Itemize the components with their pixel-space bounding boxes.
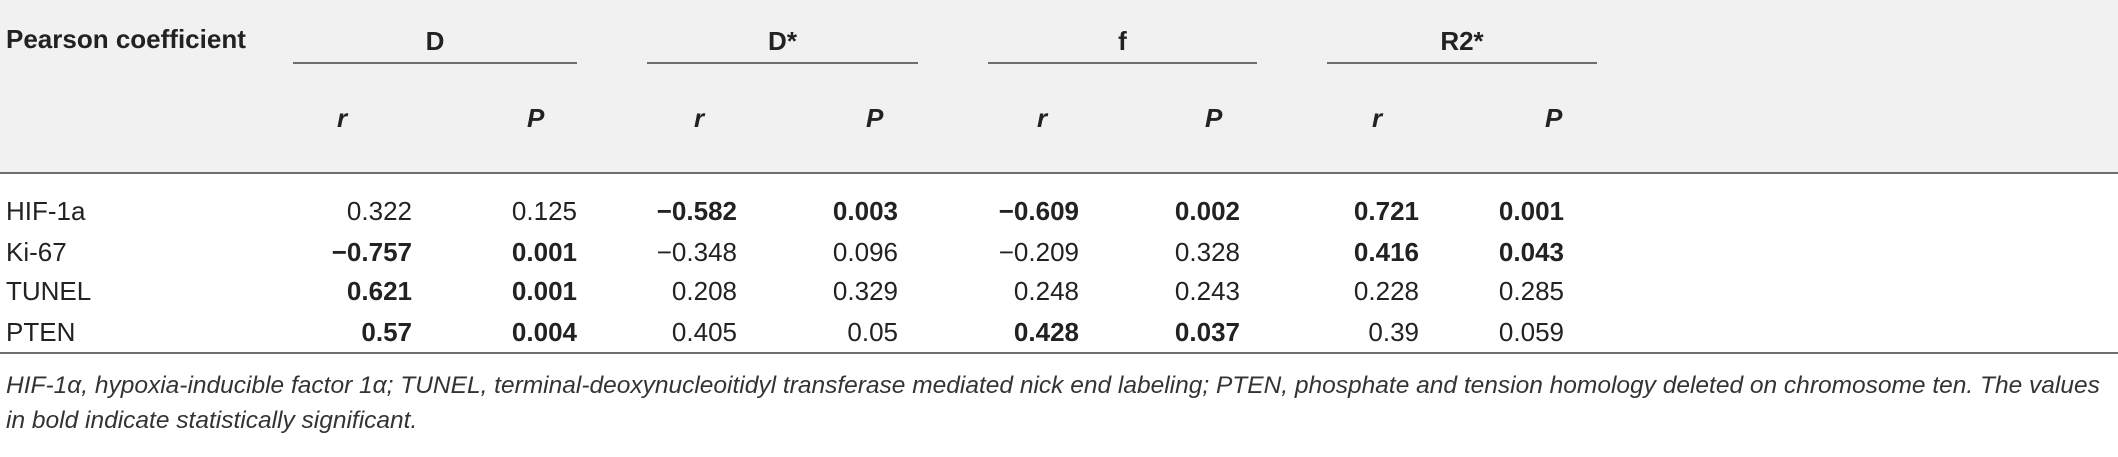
cell-r-d-star: −0.582 (656, 196, 737, 226)
cell-r-d: 0.621 (346, 276, 412, 306)
cell-p-d-star: 0.003 (832, 196, 898, 226)
cell-p-d-star: 0.329 (832, 276, 898, 306)
cell-r-f: 0.428 (1013, 317, 1079, 347)
row-label: TUNEL (6, 276, 92, 306)
subheader-p-r2-star: P (1545, 103, 1563, 133)
cell-p-f: 0.002 (1174, 196, 1240, 226)
table-header-background (0, 0, 2118, 173)
header-bottom-rule (0, 172, 2118, 174)
row-label: PTEN (6, 317, 76, 347)
cell-r-d: 0.322 (346, 196, 412, 226)
subheader-p-f: P (1205, 103, 1223, 133)
group-underline-d (293, 62, 577, 64)
cell-r-f: −0.609 (998, 196, 1079, 226)
cell-p-d-star: 0.096 (832, 237, 898, 267)
cell-r-d-star: 0.405 (671, 317, 737, 347)
subheader-p-d-star: P (866, 103, 884, 133)
cell-p-f: 0.037 (1174, 317, 1240, 347)
cell-p-d-star: 0.05 (847, 317, 898, 347)
group-header-f: f (1118, 26, 1127, 56)
cell-p-r2-star: 0.001 (1498, 196, 1564, 226)
table-footnote: HIF-1α, hypoxia-inducible factor 1α; TUN… (6, 372, 2100, 434)
cell-r-r2-star: 0.721 (1353, 196, 1419, 226)
cell-p-r2-star: 0.285 (1498, 276, 1564, 306)
cell-r-d-star: −0.348 (656, 237, 737, 267)
cell-r-r2-star: 0.416 (1353, 237, 1419, 267)
cell-p-d: 0.001 (511, 237, 577, 267)
row-label: HIF-1a (6, 196, 86, 226)
cell-r-d-star: 0.208 (671, 276, 737, 306)
group-underline-d-star (647, 62, 918, 64)
cell-p-r2-star: 0.043 (1498, 237, 1564, 267)
cell-p-f: 0.243 (1174, 276, 1240, 306)
subheader-r-d: r (337, 103, 348, 133)
subheader-r-f: r (1037, 103, 1048, 133)
cell-r-f: 0.248 (1013, 276, 1079, 306)
subheader-r-r2-star: r (1372, 103, 1383, 133)
cell-p-d: 0.125 (511, 196, 577, 226)
cell-r-f: −0.209 (998, 237, 1079, 267)
group-header-d: D (425, 26, 445, 56)
cell-p-r2-star: 0.059 (1498, 317, 1564, 347)
subheader-p-d: P (527, 103, 545, 133)
group-underline-f (988, 62, 1257, 64)
cell-r-r2-star: 0.228 (1353, 276, 1419, 306)
cell-p-d: 0.001 (511, 276, 577, 306)
row-label: Ki-67 (6, 237, 67, 267)
table-bottom-rule (0, 352, 2118, 354)
subheader-r-d-star: r (694, 103, 705, 133)
group-header-d-star: D* (768, 26, 797, 56)
group-header-r2-star: R2* (1440, 26, 1484, 56)
cell-r-d: −0.757 (331, 237, 412, 267)
cell-p-d: 0.004 (511, 317, 577, 347)
cell-r-r2-star: 0.39 (1368, 317, 1419, 347)
cell-p-f: 0.328 (1174, 237, 1240, 267)
group-underline-r2-star (1327, 62, 1597, 64)
cell-r-d: 0.57 (361, 317, 412, 347)
corner-header: Pearson coefficient (6, 24, 246, 54)
